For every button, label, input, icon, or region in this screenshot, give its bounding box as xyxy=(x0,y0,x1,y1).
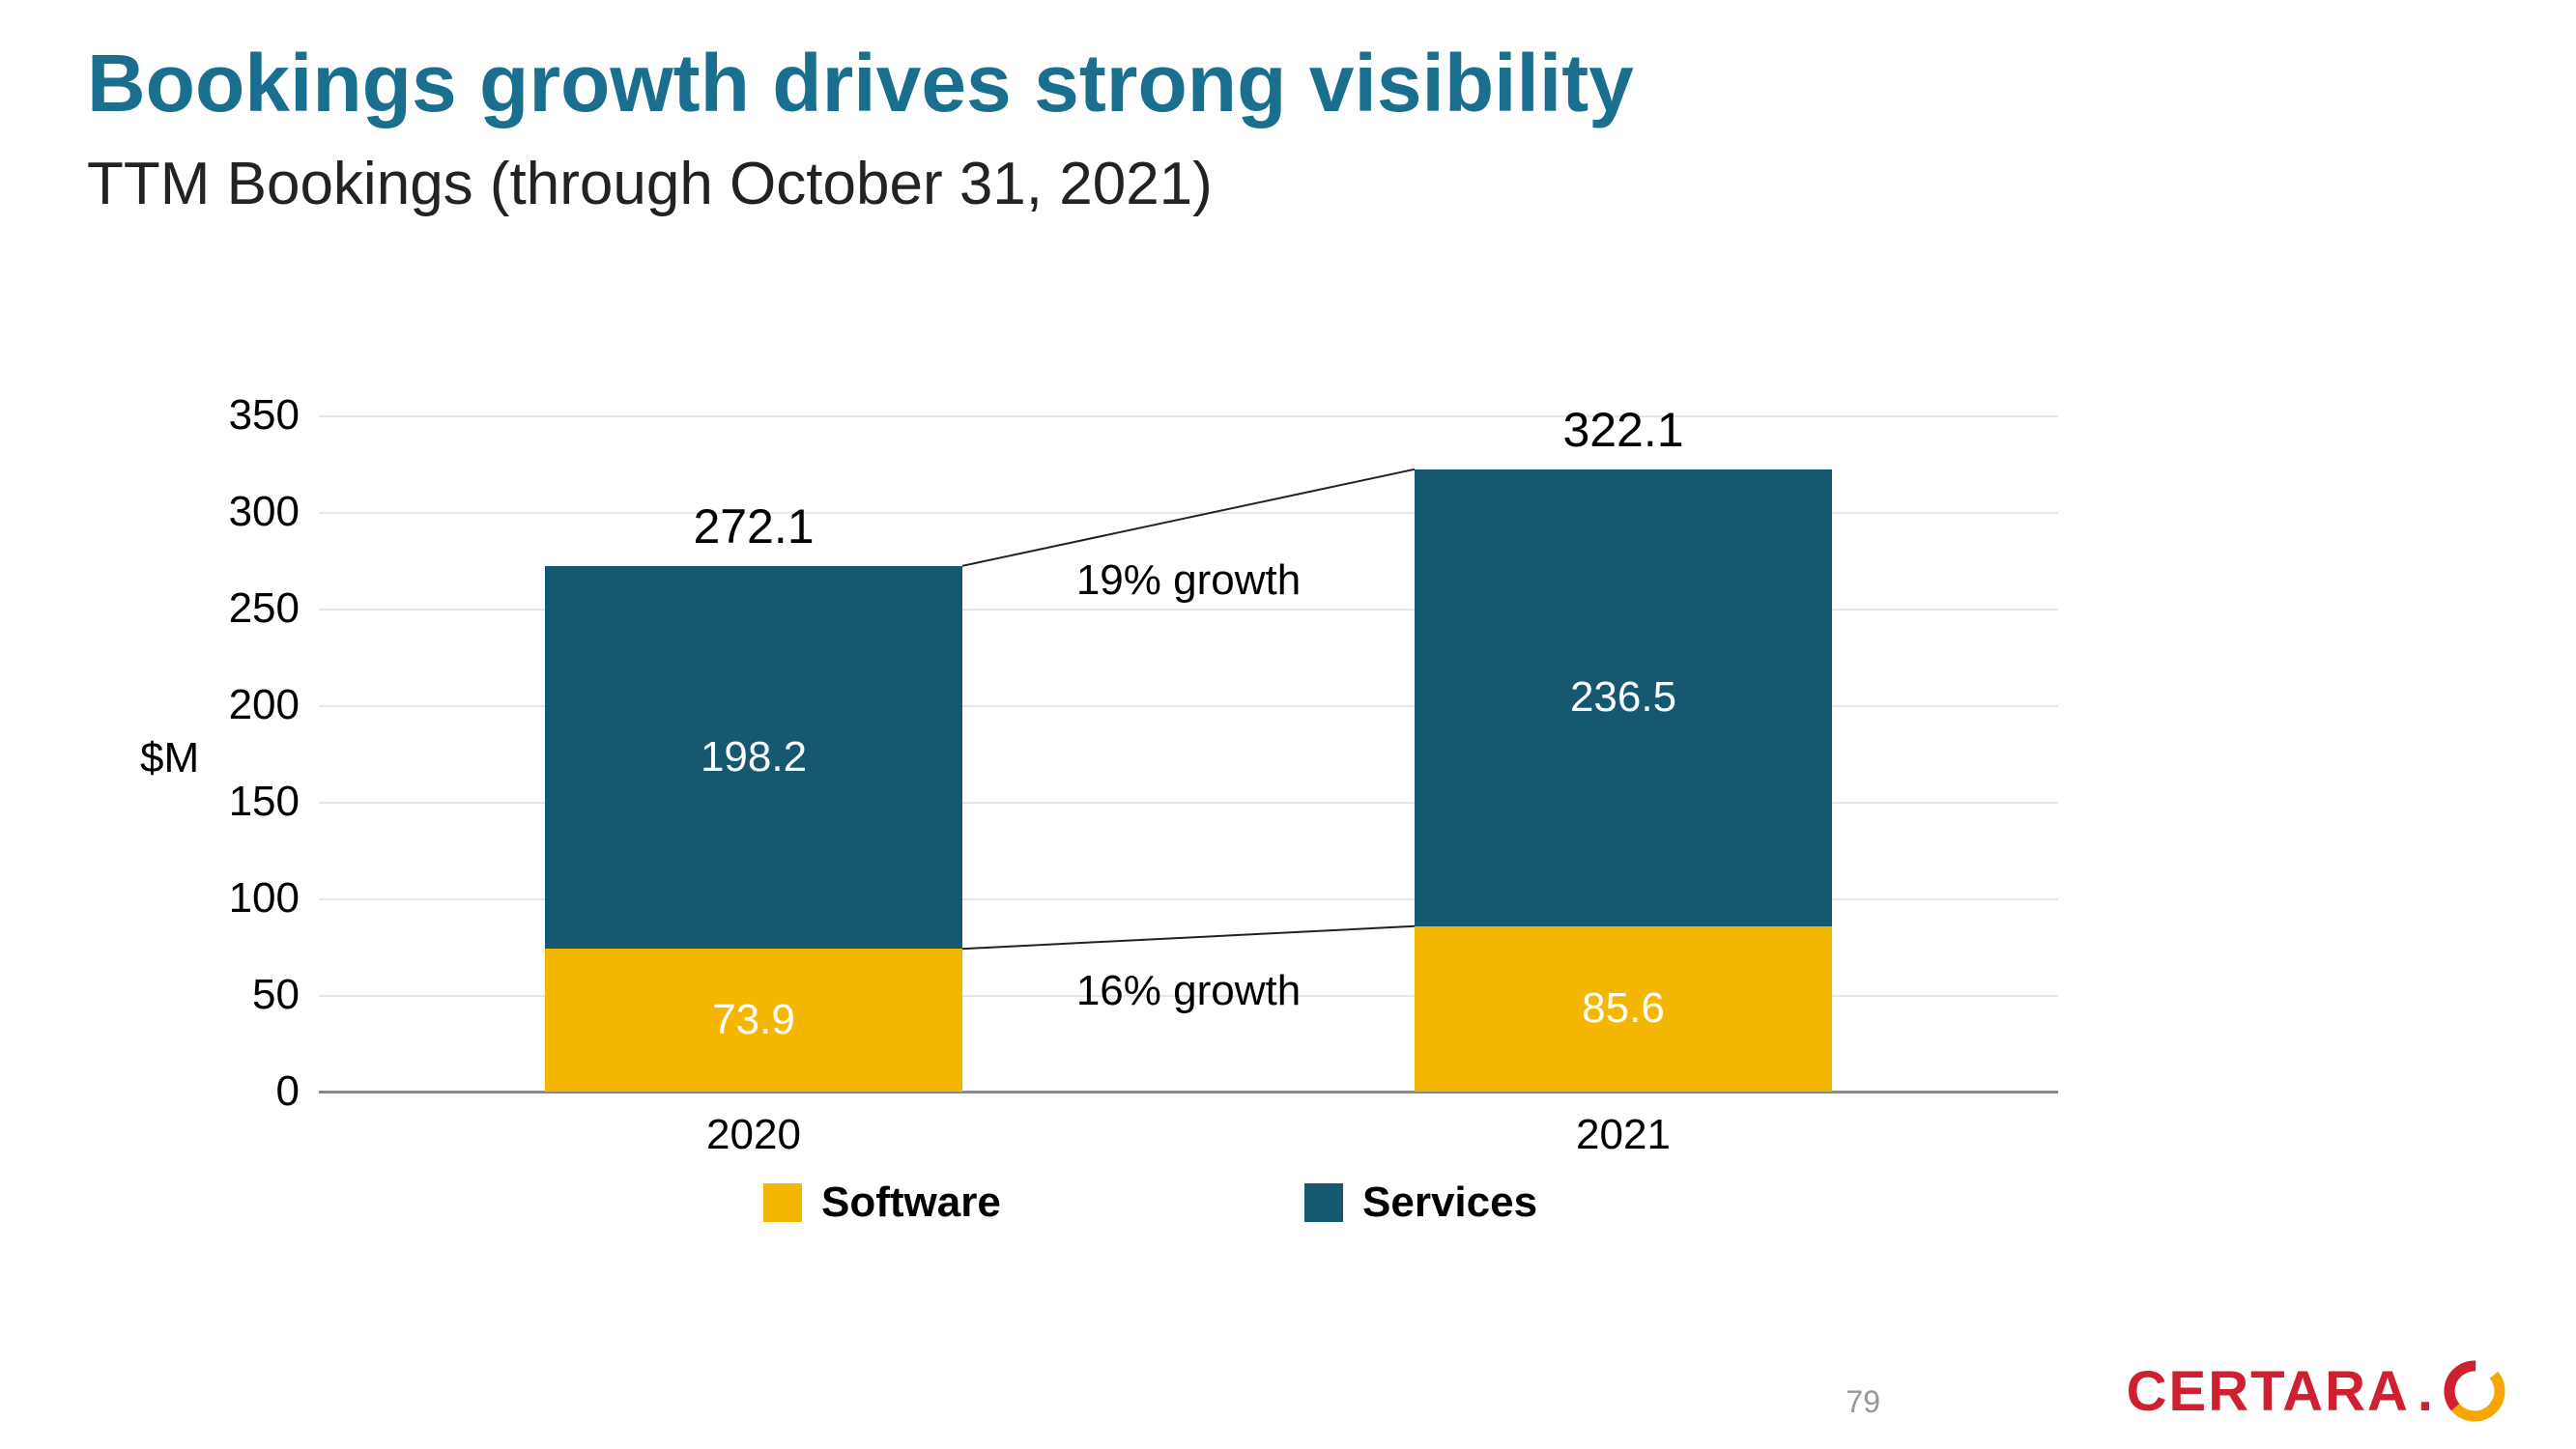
legend-item: Software xyxy=(763,1179,1001,1227)
growth-callout: 19% growth xyxy=(1034,556,1343,605)
legend-label: Services xyxy=(1362,1179,1537,1227)
legend-item: Services xyxy=(1304,1179,1537,1227)
connector-line xyxy=(962,926,1415,949)
x-category-label: 2021 xyxy=(1478,1111,1768,1159)
certara-logo: CERTARA. xyxy=(2127,1357,2508,1425)
y-tick-label: 50 xyxy=(106,971,300,1019)
legend-swatch xyxy=(763,1183,802,1222)
y-tick-label: 350 xyxy=(106,391,300,440)
logo-text: CERTARA xyxy=(2127,1359,2410,1424)
legend-label: Software xyxy=(821,1179,1001,1227)
page-number: 79 xyxy=(1846,1384,1880,1420)
plot-area: 05010015020025030035073.9198.2272.185.62… xyxy=(319,415,2058,1092)
bookings-chart: $M 05010015020025030035073.9198.2272.185… xyxy=(87,367,2116,1236)
y-axis-label: $M xyxy=(140,734,199,782)
y-tick-label: 300 xyxy=(106,488,300,536)
slide-title: Bookings growth drives strong visibility xyxy=(87,39,1634,128)
x-category-label: 2020 xyxy=(609,1111,899,1159)
logo-period: . xyxy=(2418,1359,2433,1424)
y-tick-label: 200 xyxy=(106,681,300,729)
y-tick-label: 0 xyxy=(106,1067,300,1116)
y-tick-label: 150 xyxy=(106,778,300,826)
y-tick-label: 250 xyxy=(106,584,300,633)
connector-line xyxy=(962,469,1415,566)
slide-subtitle: TTM Bookings (through October 31, 2021) xyxy=(87,150,1213,218)
logo-ring-icon xyxy=(2441,1357,2508,1425)
growth-callout: 16% growth xyxy=(1034,967,1343,1015)
y-tick-label: 100 xyxy=(106,874,300,923)
slide: Bookings growth drives strong visibility… xyxy=(0,0,2576,1449)
legend-swatch xyxy=(1304,1183,1343,1222)
